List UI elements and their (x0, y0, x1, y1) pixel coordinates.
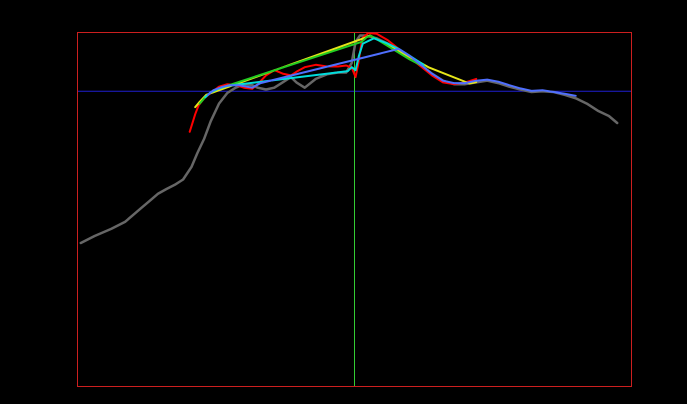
series-line-6 (207, 47, 577, 97)
plot-frame (77, 32, 632, 387)
series-layer (79, 32, 619, 245)
